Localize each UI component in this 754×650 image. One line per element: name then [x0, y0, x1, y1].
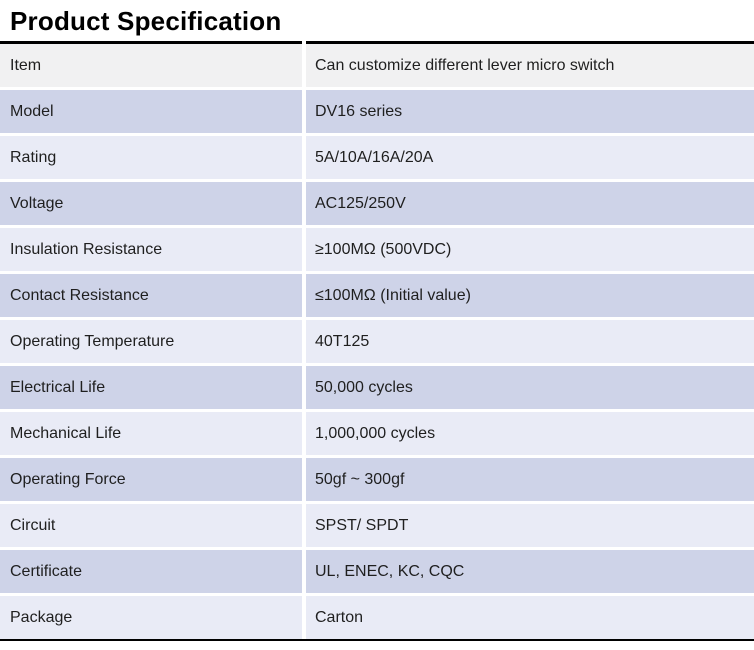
spec-value: ≥100MΩ (500VDC)	[306, 228, 754, 271]
spec-value: UL, ENEC, KC, CQC	[306, 550, 754, 593]
table-row: Contact Resistance ≤100MΩ (Initial value)	[0, 274, 754, 317]
table-bottom-rule	[0, 639, 754, 641]
table-row: Operating Temperature 40T125	[0, 320, 754, 363]
spec-value: 5A/10A/16A/20A	[306, 136, 754, 179]
spec-value: 50,000 cycles	[306, 366, 754, 409]
spec-value: Carton	[306, 596, 754, 639]
spec-label: Operating Force	[0, 458, 302, 501]
spec-label: Mechanical Life	[0, 412, 302, 455]
page-title: Product Specification	[10, 6, 282, 36]
spec-value: AC125/250V	[306, 182, 754, 225]
spec-value: SPST/ SPDT	[306, 504, 754, 547]
spec-label: Operating Temperature	[0, 320, 302, 363]
spec-label: Circuit	[0, 504, 302, 547]
table-row: Item Can customize different lever micro …	[0, 41, 754, 87]
spec-table: Item Can customize different lever micro …	[0, 41, 754, 639]
table-row: Certificate UL, ENEC, KC, CQC	[0, 550, 754, 593]
spec-label: Model	[0, 90, 302, 133]
spec-label: Rating	[0, 136, 302, 179]
spec-value: 50gf ~ 300gf	[306, 458, 754, 501]
table-row: Operating Force 50gf ~ 300gf	[0, 458, 754, 501]
table-row: Rating 5A/10A/16A/20A	[0, 136, 754, 179]
spec-value: DV16 series	[306, 90, 754, 133]
table-row: Voltage AC125/250V	[0, 182, 754, 225]
spec-value: 1,000,000 cycles	[306, 412, 754, 455]
spec-label: Voltage	[0, 182, 302, 225]
spec-label: Contact Resistance	[0, 274, 302, 317]
spec-label: Package	[0, 596, 302, 639]
spec-value: 40T125	[306, 320, 754, 363]
table-row: Electrical Life 50,000 cycles	[0, 366, 754, 409]
spec-label: Item	[0, 41, 302, 87]
table-row: Package Carton	[0, 596, 754, 639]
table-row: Mechanical Life 1,000,000 cycles	[0, 412, 754, 455]
table-row: Circuit SPST/ SPDT	[0, 504, 754, 547]
spec-label: Electrical Life	[0, 366, 302, 409]
spec-value: ≤100MΩ (Initial value)	[306, 274, 754, 317]
spec-value: Can customize different lever micro swit…	[306, 41, 754, 87]
spec-label: Certificate	[0, 550, 302, 593]
table-row: Insulation Resistance ≥100MΩ (500VDC)	[0, 228, 754, 271]
table-row: Model DV16 series	[0, 90, 754, 133]
spec-label: Insulation Resistance	[0, 228, 302, 271]
